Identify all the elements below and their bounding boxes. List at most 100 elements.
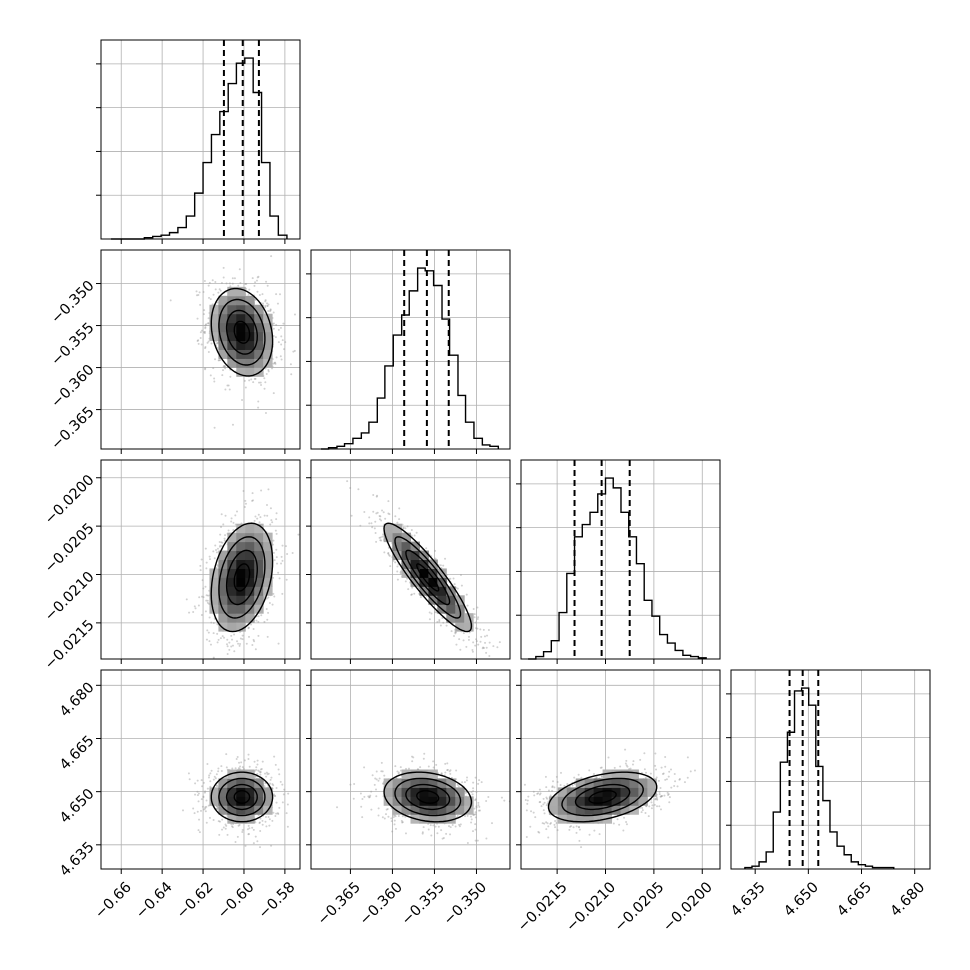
scatter-point <box>248 288 251 291</box>
scatter-point <box>475 791 478 794</box>
scatter-point <box>275 548 278 551</box>
density-cell <box>254 778 264 788</box>
scatter-point <box>205 799 208 802</box>
scatter-point <box>204 367 207 370</box>
scatter-point <box>224 367 227 370</box>
scatter-point <box>239 282 242 285</box>
scatter-point <box>268 818 271 821</box>
density-cell <box>245 814 255 824</box>
scatter-point <box>482 628 485 631</box>
scatter-point <box>214 288 217 291</box>
scatter-point <box>278 806 281 809</box>
scatter-point <box>204 810 207 813</box>
scatter-point <box>503 799 506 802</box>
scatter-point <box>206 762 209 765</box>
scatter-point <box>430 612 433 615</box>
scatter-point <box>272 311 275 314</box>
panel-2-2 <box>516 459 721 664</box>
scatter-point <box>379 539 382 542</box>
density-cell <box>227 331 237 342</box>
scatter-point <box>221 828 224 831</box>
scatter-point <box>373 783 376 786</box>
density-cell <box>236 595 246 605</box>
scatter-point <box>252 381 255 384</box>
scatter-point <box>474 816 477 819</box>
density-cell <box>254 787 264 797</box>
scatter-point <box>275 556 278 559</box>
scatter-point <box>551 785 554 788</box>
scatter-point <box>481 647 484 650</box>
scatter-point <box>216 564 219 567</box>
density-cell <box>263 340 273 350</box>
scatter-point <box>206 601 209 604</box>
scatter-point <box>376 494 379 497</box>
scatter-point <box>267 816 270 819</box>
scatter-point <box>234 840 237 843</box>
scatter-point <box>488 641 491 644</box>
scatter-point <box>470 791 473 794</box>
scatter-point <box>246 828 249 831</box>
density-layer <box>336 752 510 844</box>
scatter-point <box>393 823 396 826</box>
scatter-point <box>377 814 380 817</box>
scatter-point <box>448 770 451 773</box>
scatter-point <box>252 499 255 502</box>
contour-line <box>416 563 440 592</box>
scatter-point <box>232 528 235 531</box>
panel-3-0: 4.6354.6504.6654.680−0.66−0.64−0.62−0.60… <box>57 669 301 922</box>
density-cell <box>218 586 228 596</box>
scatter-point <box>496 646 499 649</box>
density-cell <box>218 331 228 342</box>
scatter-point <box>219 544 222 547</box>
scatter-point <box>225 753 228 756</box>
x-tick-label: −0.360 <box>357 879 406 928</box>
panel-1-1 <box>306 249 511 454</box>
density-cell <box>218 787 228 797</box>
density-cell <box>446 604 456 614</box>
density-cell <box>209 322 219 333</box>
density-cell <box>428 577 438 587</box>
scatter-point <box>466 604 469 607</box>
scatter-point <box>264 299 267 302</box>
scatter-point <box>411 755 414 758</box>
density-cell <box>218 349 228 359</box>
scatter-point <box>440 772 443 775</box>
density-cell <box>410 559 420 569</box>
scatter-point <box>375 778 378 781</box>
scatter-point <box>286 553 289 556</box>
scatter-point <box>224 534 227 537</box>
scatter-point <box>264 782 267 785</box>
scatter-point <box>452 577 455 580</box>
density-cell <box>254 304 264 315</box>
scatter-point <box>204 346 207 349</box>
scatter-point <box>374 520 377 523</box>
density-cell <box>263 331 273 342</box>
scatter-point <box>361 797 364 800</box>
scatter-point <box>385 808 388 811</box>
scatter-point <box>269 507 272 510</box>
scatter-point <box>223 365 226 368</box>
scatter-point <box>375 540 378 543</box>
scatter-point <box>225 776 228 779</box>
scatter-point <box>369 794 372 797</box>
scatter-point <box>247 293 250 296</box>
density-cell <box>227 532 237 543</box>
scatter-point <box>259 829 262 832</box>
scatter-point <box>422 757 425 760</box>
scatter-point <box>265 825 268 828</box>
axes-frame <box>520 459 721 660</box>
scatter-point <box>217 359 220 362</box>
scatter-point <box>449 772 452 775</box>
scatter-point <box>476 627 479 630</box>
scatter-point <box>217 638 220 641</box>
scatter-point <box>428 611 431 614</box>
density-cell <box>455 805 465 815</box>
scatter-point <box>479 640 482 643</box>
scatter-point <box>378 536 381 539</box>
scatter-point <box>242 490 245 493</box>
contour-line <box>383 771 473 823</box>
scatter-point <box>380 519 383 522</box>
scatter-point <box>205 805 208 808</box>
scatter-point <box>410 534 413 537</box>
scatter-point <box>257 275 260 278</box>
